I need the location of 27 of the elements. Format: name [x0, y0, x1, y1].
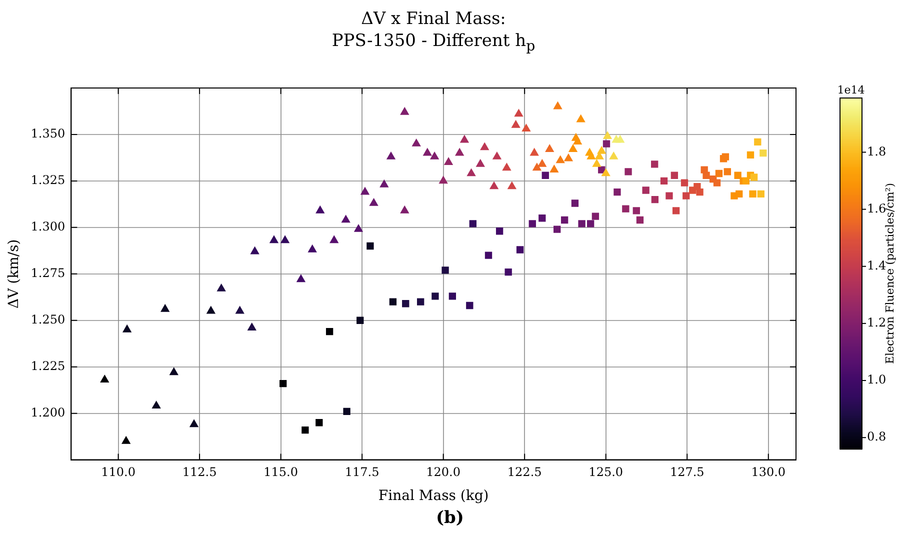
color-bar-label: 1.0	[867, 372, 886, 387]
color-bar-label: 1.4	[867, 258, 886, 272]
x-axis-title: Final Mass (kg)	[378, 488, 489, 504]
y-tick-label: 1.275	[30, 266, 66, 280]
y-tick-label: 1.250	[30, 312, 66, 326]
x-tick-label: 117.5	[344, 465, 380, 480]
y-tick-label: 1.350	[30, 126, 66, 141]
color-bar-label: 1.2	[867, 316, 886, 330]
x-tick-label: 127.5	[670, 465, 704, 480]
y-tick-label: 1.325	[30, 173, 66, 188]
y-tick-label: 1.200	[30, 405, 66, 420]
color-bar-label: 0.8	[867, 430, 886, 444]
text: (b)	[435, 508, 465, 528]
x-tick-label: 122.5	[507, 465, 542, 480]
x-tick-label: 125.0	[588, 465, 624, 480]
x-tick-label: 120.0	[426, 465, 461, 480]
y-axis-title: ΔV (km/s)	[6, 239, 22, 309]
color-bar-label: 1.8	[867, 144, 886, 158]
x-tick-label: 112.5	[182, 465, 217, 480]
text: 1e14	[837, 83, 865, 96]
y-tick-label: 1.225	[30, 358, 66, 373]
x-tick-label: 110.0	[101, 465, 136, 480]
x-tick-label: 130.0	[751, 465, 786, 480]
chart-title: ΔV x Final Mass: PPS-1350 - Different h$_{p}$	[330, 8, 536, 56]
x-tick-label: 115.0	[264, 465, 298, 480]
color-bar-label: 1.6	[867, 201, 886, 216]
y-tick-label: 1.300	[30, 220, 66, 234]
